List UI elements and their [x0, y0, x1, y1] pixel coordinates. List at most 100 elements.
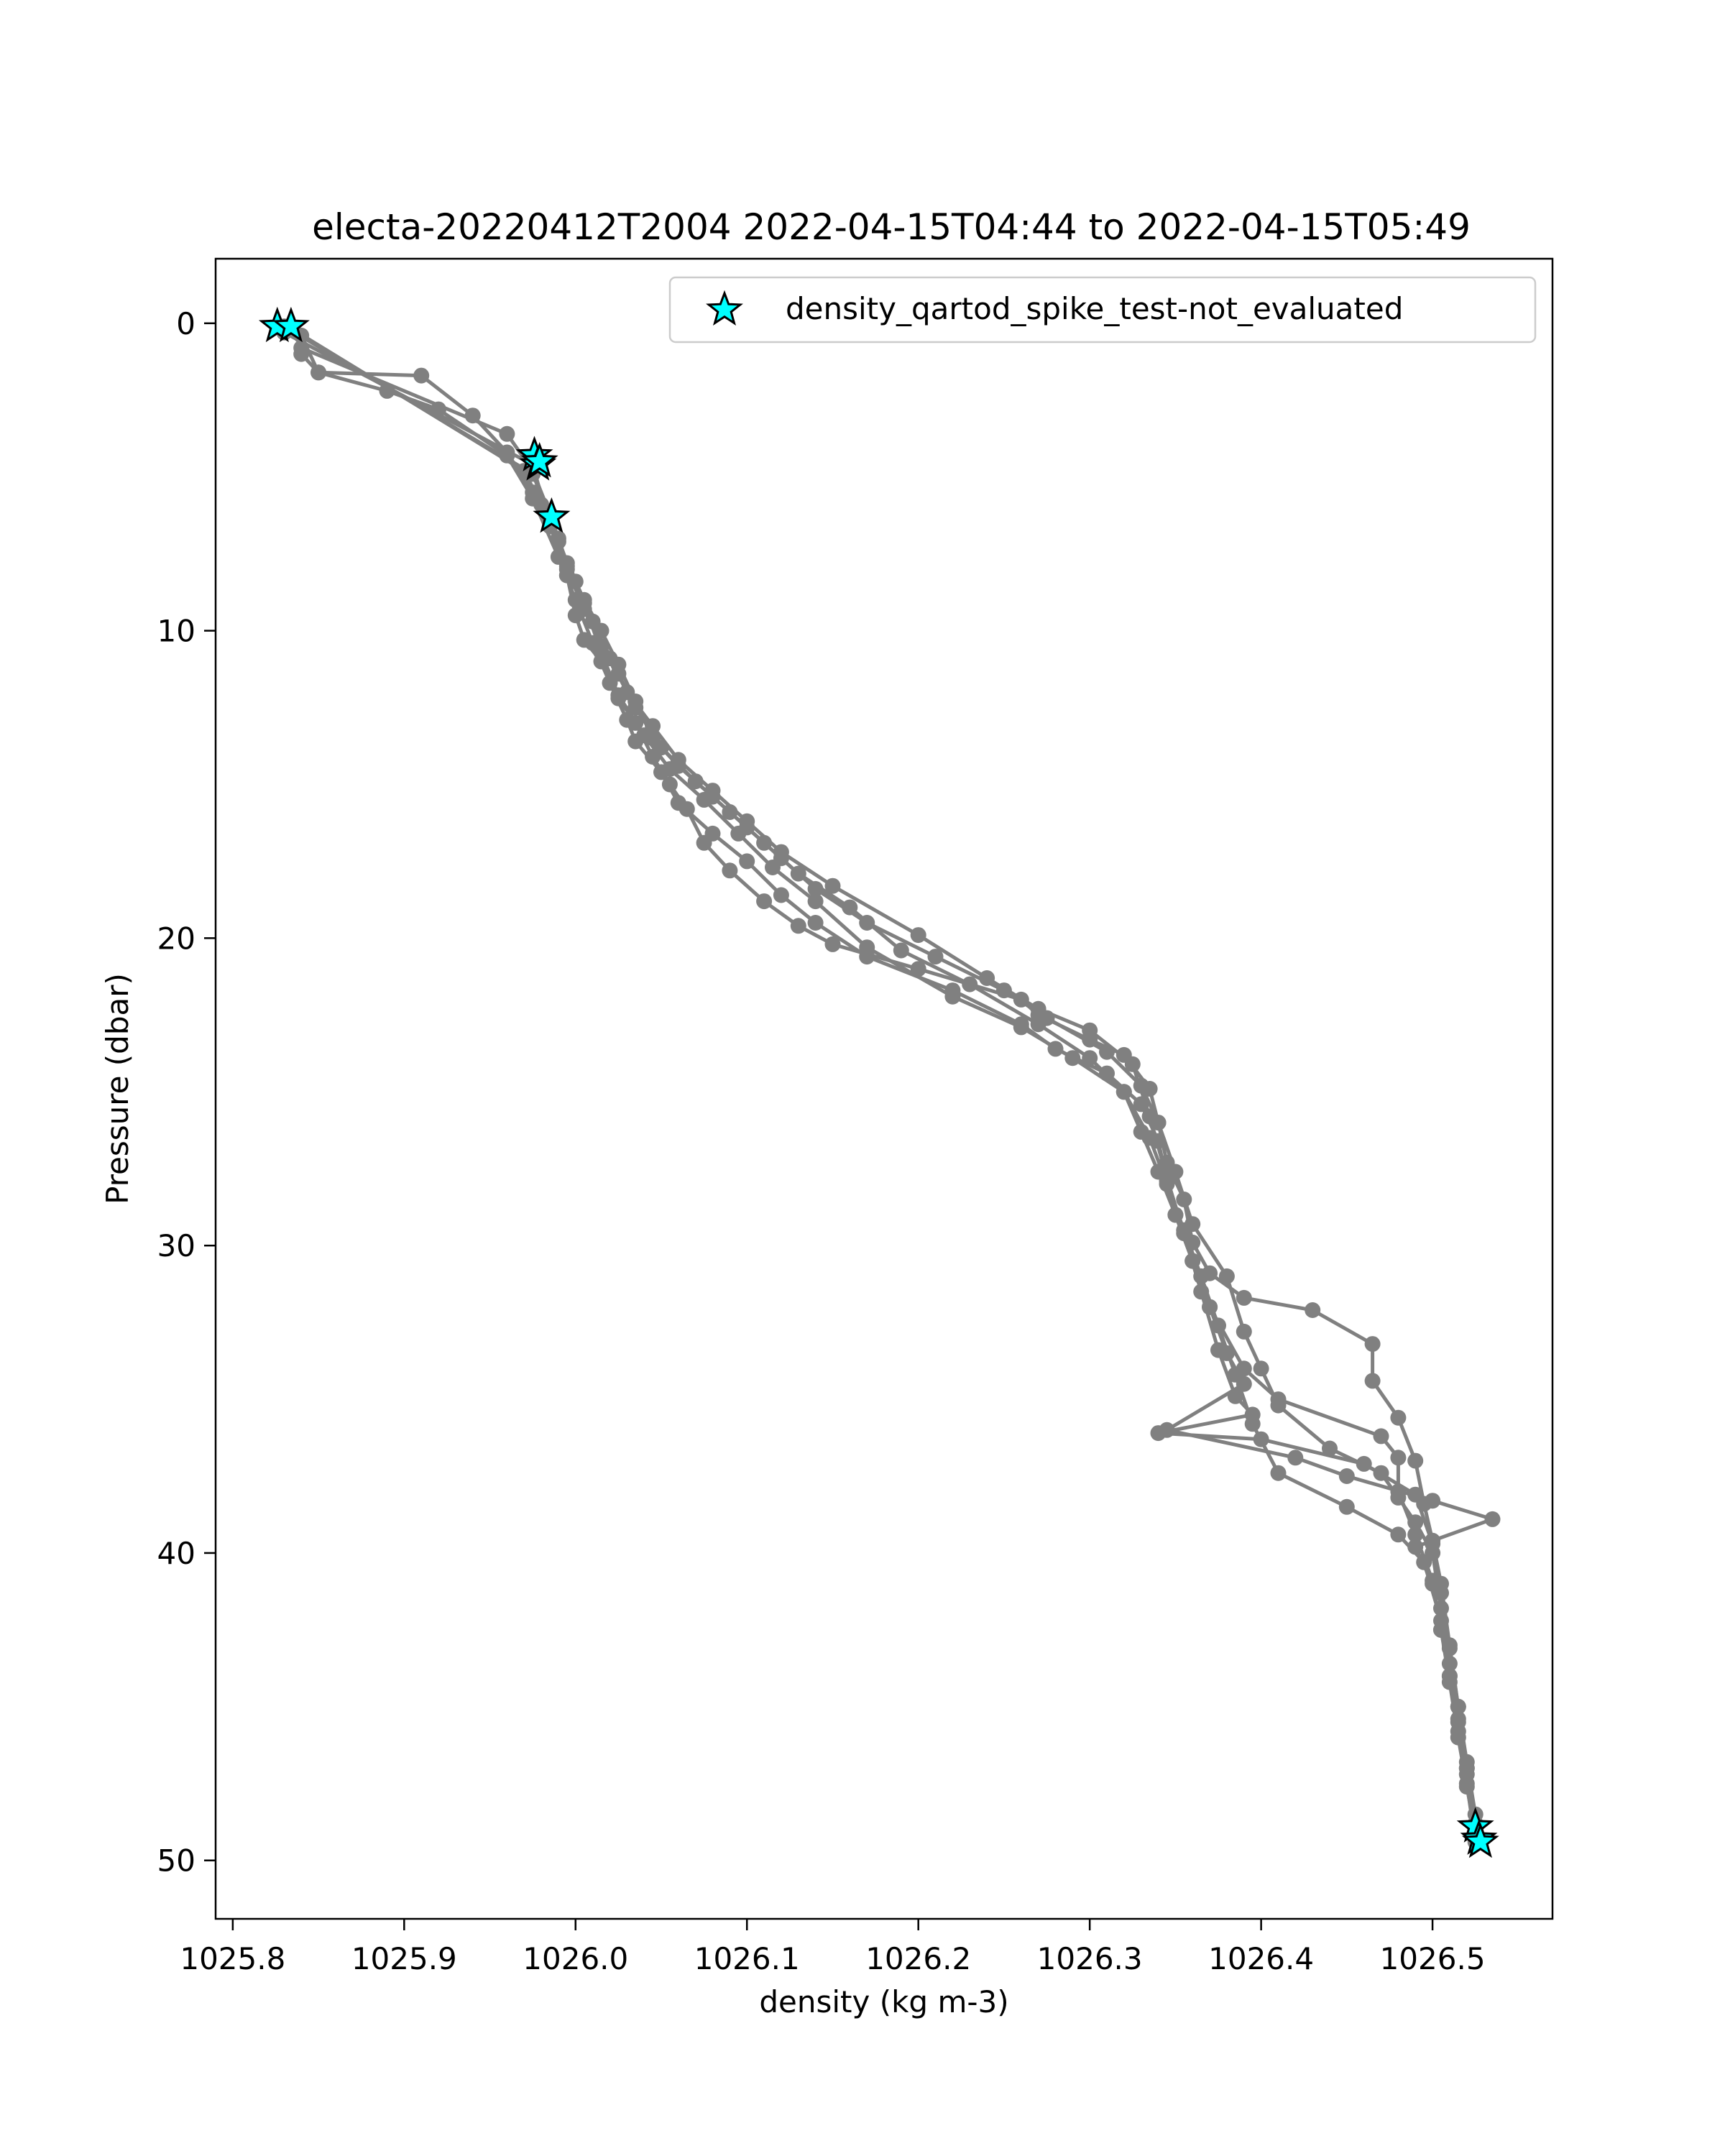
- profile-point: [1124, 1056, 1141, 1072]
- profile-point: [1322, 1440, 1338, 1457]
- y-tick-label: 20: [157, 921, 196, 956]
- profile-point: [1141, 1130, 1158, 1146]
- profile-point: [859, 939, 875, 956]
- flag-star-marker: [533, 497, 571, 533]
- legend-marker: [706, 290, 743, 326]
- profile-point: [756, 893, 773, 910]
- profile-point: [558, 558, 575, 574]
- y-tick-label: 50: [157, 1843, 196, 1879]
- x-tick-label: 1025.9: [351, 1941, 457, 1976]
- profile-point: [910, 927, 926, 944]
- profile-point: [1441, 1668, 1458, 1685]
- profile-point: [1270, 1397, 1287, 1414]
- profile-point: [1227, 1366, 1243, 1383]
- profile-point: [1253, 1360, 1269, 1377]
- profile-point: [1390, 1450, 1407, 1466]
- flag-star-marker: [520, 442, 558, 478]
- plot-area: [214, 257, 1554, 1920]
- profile-point: [1193, 1268, 1210, 1284]
- profile-point: [1364, 1336, 1381, 1353]
- profile-point: [1236, 1289, 1252, 1306]
- flag-star-marker: [1461, 1822, 1499, 1858]
- profile-point: [1356, 1455, 1372, 1472]
- profile-point: [765, 860, 781, 875]
- profile-point: [1030, 1016, 1046, 1033]
- profile-point: [413, 367, 430, 384]
- profile-point: [1416, 1554, 1432, 1570]
- legend-box: [668, 276, 1537, 344]
- x-axis: 1025.8 1025.9 1026.0 1026.1 1026.2 1026.3 1026…: [180, 1919, 1486, 1976]
- profile-point: [773, 887, 789, 903]
- x-tick-label: 1026.0: [523, 1941, 628, 1976]
- profile-point: [1287, 1450, 1304, 1466]
- profile-point: [1159, 1176, 1175, 1192]
- x-tick-label: 1026.5: [1380, 1941, 1486, 1976]
- profile-point: [1116, 1084, 1132, 1100]
- x-tick-label: 1026.2: [865, 1941, 971, 1976]
- profile-point: [824, 877, 841, 894]
- profile-point: [739, 853, 755, 870]
- plot-background: [216, 259, 1552, 1919]
- plot-frame: [214, 257, 1554, 1920]
- profile-line: [283, 324, 1478, 1843]
- y-axis: 0 10 20 30 40 50: [157, 306, 216, 1879]
- profile-point: [1338, 1498, 1355, 1515]
- x-tick-label: 1026.3: [1037, 1941, 1143, 1976]
- profile-point: [979, 970, 995, 986]
- x-tick-label: 1026.1: [694, 1941, 800, 1976]
- profile-point: [1407, 1452, 1424, 1469]
- flag-layer: [258, 306, 1499, 1858]
- x-tick-label: 1026.4: [1208, 1941, 1314, 1976]
- profile-point: [790, 918, 806, 934]
- profile-point: [1030, 1000, 1046, 1017]
- profile-point: [1425, 1493, 1441, 1509]
- profile-point: [704, 825, 721, 842]
- profile-point: [610, 687, 627, 704]
- profile-point: [310, 364, 327, 381]
- y-tick-label: 40: [157, 1536, 196, 1571]
- profile-point: [824, 936, 841, 952]
- profile-point: [1364, 1373, 1381, 1389]
- profile-point: [962, 976, 978, 992]
- profile-point: [1450, 1723, 1466, 1740]
- y-axis-label: Pressure (dbar): [100, 973, 135, 1204]
- legend-star-icon: [706, 290, 743, 326]
- profile-point: [670, 795, 686, 811]
- profile-point: [499, 425, 515, 442]
- profile-point: [1458, 1775, 1475, 1792]
- profile-point: [1433, 1613, 1449, 1629]
- profile-point: [790, 865, 806, 882]
- chart-title: electa-20220412T2004 2022-04-15T04:44 to…: [312, 206, 1471, 248]
- flag-star-marker: [272, 306, 310, 343]
- profile-point: [927, 949, 944, 965]
- profile-point: [722, 862, 738, 879]
- profile-point: [807, 880, 824, 897]
- profile-point: [1064, 1050, 1081, 1067]
- profile-point: [1210, 1317, 1226, 1334]
- profile-point: [1373, 1428, 1389, 1445]
- profile-point: [722, 804, 738, 820]
- profile-point: [1484, 1511, 1501, 1527]
- profile-point: [1013, 1019, 1029, 1036]
- profile-point: [944, 988, 961, 1005]
- series-layer: [276, 318, 1501, 1851]
- profile-point: [1338, 1468, 1355, 1484]
- profile-point: [610, 665, 627, 682]
- profile-point: [1305, 1302, 1321, 1318]
- profile-point: [636, 727, 653, 744]
- profile-point: [842, 899, 858, 916]
- profile-point: [661, 761, 678, 778]
- profile-point: [593, 644, 610, 660]
- profile-point: [1407, 1514, 1424, 1531]
- profile-point: [807, 915, 824, 931]
- profile-point: [756, 834, 773, 851]
- profile-point: [730, 825, 747, 842]
- profile-point: [687, 773, 704, 790]
- profile-point: [1244, 1416, 1261, 1432]
- profile-point: [1270, 1465, 1287, 1481]
- profile-point: [1082, 1050, 1098, 1067]
- profile-point: [807, 893, 824, 910]
- profile-point: [1082, 1022, 1098, 1038]
- profile-point: [576, 595, 592, 612]
